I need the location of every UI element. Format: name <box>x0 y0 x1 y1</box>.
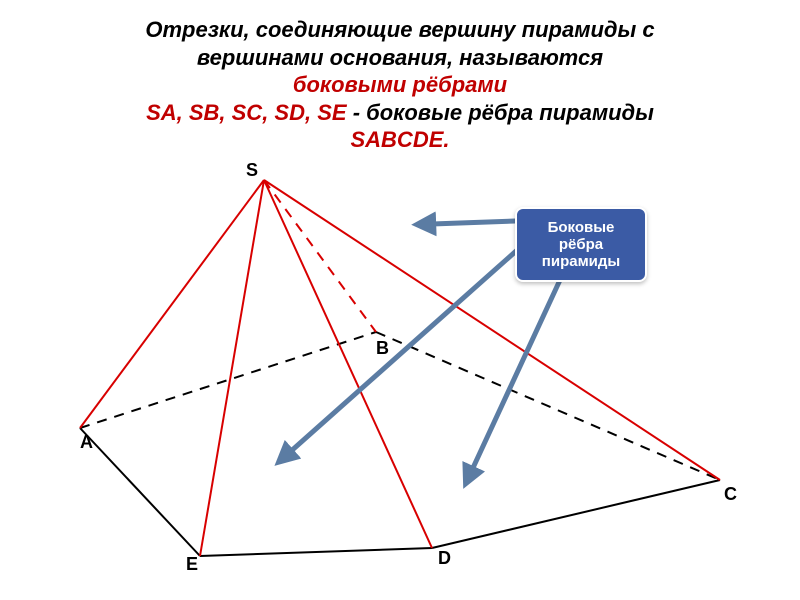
vertex-label-E: E <box>186 554 198 575</box>
pyramid-diagram <box>0 0 800 600</box>
callout-line-1: Боковые <box>531 219 631 236</box>
vertex-label-S: S <box>246 160 258 181</box>
callout-line-2: рёбра <box>531 236 631 253</box>
vertex-label-D: D <box>438 548 451 569</box>
vertex-label-B: B <box>376 338 389 359</box>
lateral-edge-SE <box>200 180 264 556</box>
callout-line-3: пирамиды <box>531 253 631 270</box>
base-edge-BC <box>376 332 720 480</box>
callout-lateral-edges: Боковые рёбра пирамиды <box>515 207 647 282</box>
base-edge-AE <box>80 428 200 556</box>
callout-arrow-2 <box>472 280 560 470</box>
lateral-edge-SB <box>264 180 376 332</box>
lateral-edge-SA <box>80 180 264 428</box>
base-edge-ED <box>200 548 432 556</box>
vertex-label-A: A <box>80 432 93 453</box>
base-edge-DC <box>432 480 720 548</box>
vertex-label-C: C <box>724 484 737 505</box>
